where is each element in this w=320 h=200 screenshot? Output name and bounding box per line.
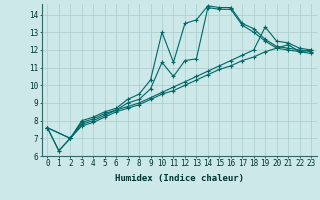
X-axis label: Humidex (Indice chaleur): Humidex (Indice chaleur) [115, 174, 244, 183]
